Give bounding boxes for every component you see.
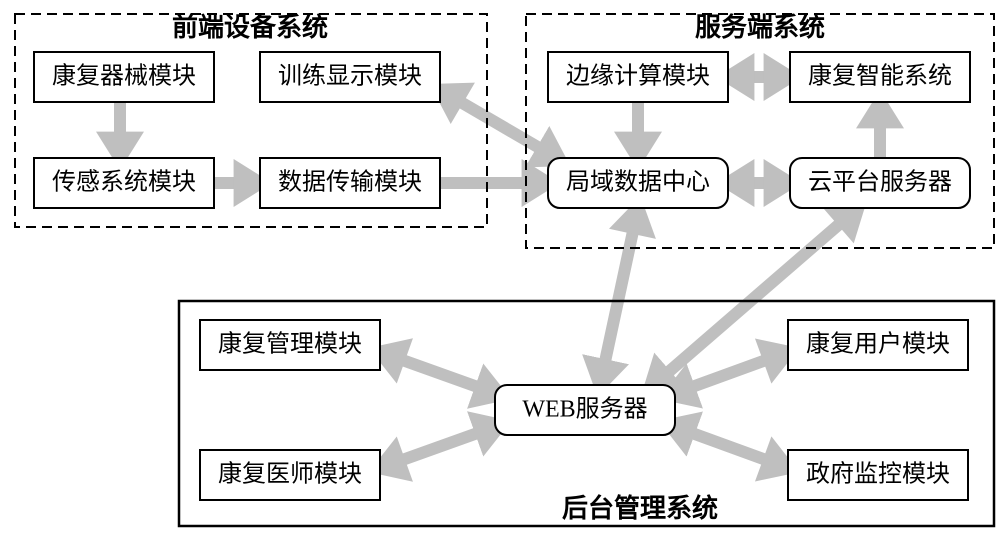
edge-n2-n7: [440, 90, 560, 160]
edge-n12-n13: [670, 425, 788, 468]
edge-n9-n13: [380, 352, 500, 395]
node-label-n4: 数据传输模块: [278, 169, 422, 196]
node-label-n1: 康复器械模块: [52, 63, 196, 90]
node-label-n13: WEB服务器: [522, 396, 647, 423]
node-label-n2: 训练显示模块: [278, 63, 422, 90]
node-label-n10: 康复用户模块: [806, 331, 950, 358]
node-label-n3: 传感系统模块: [52, 169, 196, 196]
node-label-n12: 政府监控模块: [806, 461, 950, 488]
edge-n11-n13: [380, 425, 500, 468]
group-server: [526, 14, 994, 248]
node-label-n11: 康复医师模块: [218, 461, 362, 488]
node-label-n5: 边缘计算模块: [566, 63, 710, 90]
group-server-title: 服务端系统: [695, 12, 825, 42]
node-label-n9: 康复管理模块: [218, 331, 362, 358]
system-diagram: 前端设备系统 服务端系统 后台管理系统 康复器械模块 训练显示模块传感系统模块 数据…: [0, 0, 1000, 533]
nodes-layer: 康复器械模块 训练显示模块传感系统模块 数据传输模块 边缘计算模块 康复智能系统局域数据…: [34, 52, 970, 500]
edge-n7-n13: [600, 208, 638, 385]
node-label-n7: 局域数据中心: [566, 169, 710, 196]
group-backend-title: 后台管理系统: [562, 493, 718, 523]
group-frontend-title: 前端设备系统: [172, 12, 328, 42]
node-label-n8: 云平台服务器: [808, 169, 952, 196]
node-label-n6: 康复智能系统: [808, 63, 952, 90]
